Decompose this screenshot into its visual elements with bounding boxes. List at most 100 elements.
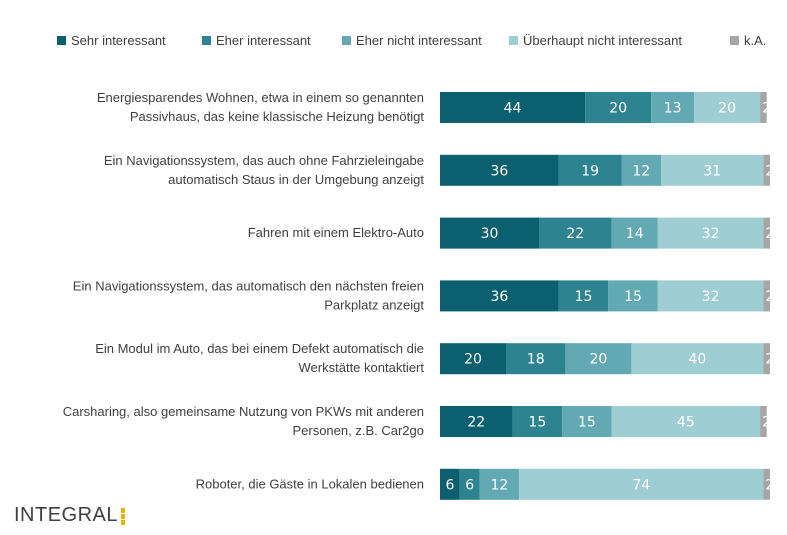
chart-legend: Sehr interessant Eher interessant Eher nic… — [57, 33, 766, 48]
bar-segment-ueberhaupt-nicht-interessant — [611, 406, 761, 437]
legend-label: Eher interessant — [216, 33, 311, 48]
data-label: 32 — [702, 289, 720, 305]
legend-swatch — [342, 36, 351, 45]
data-label: 18 — [527, 352, 545, 368]
bar-row: 6 6 12 74 2 — [440, 468, 774, 500]
legend-label: k.A. — [744, 33, 766, 48]
logo-mark-icon — [121, 506, 126, 526]
bar-segment-eher-nicht-interessant — [621, 154, 662, 186]
data-label: 36 — [490, 163, 508, 179]
bar-segment-k-a — [763, 343, 770, 375]
data-label: 2 — [762, 101, 771, 117]
category-labels: Energiesparendes Wohnen, etwa in einem s… — [63, 90, 425, 491]
bar-row: 30 22 14 32 2 — [440, 217, 774, 249]
legend-label: Überhaupt nicht interessant — [523, 33, 682, 48]
legend-swatch — [730, 36, 739, 45]
category-label: Ein Navigationssystem, das auch ohne Fah… — [104, 153, 425, 187]
bar-segment-eher-nicht-interessant — [565, 343, 632, 375]
data-label: 12 — [490, 477, 508, 493]
bars: 44 20 13 20 236 19 12 31 230 22 14 32 236 15 15 32 220 18… — [440, 92, 774, 500]
bar-segment-eher-interessant — [539, 217, 612, 249]
data-label: 13 — [664, 101, 682, 117]
data-label: 22 — [467, 415, 485, 431]
legend-swatch — [202, 36, 211, 45]
bar-segment-sehr-interessant — [440, 280, 559, 312]
data-label: 30 — [481, 226, 499, 242]
bar-segment-eher-nicht-interessant — [651, 92, 695, 123]
data-label: 20 — [464, 352, 482, 368]
bar-row: 20 18 20 40 2 — [440, 343, 774, 375]
data-label: 2 — [765, 477, 774, 493]
bar-segment-eher-interessant — [558, 280, 609, 312]
bar-segment-k-a — [763, 154, 770, 186]
category-label: Carsharing, also gemeinsame Nutzung von … — [63, 404, 424, 438]
bar-segment-eher-nicht-interessant — [608, 280, 658, 312]
legend-item-eher-nicht-interessant: Eher nicht interessant — [342, 33, 482, 48]
data-label: 20 — [609, 101, 627, 117]
bar-segment-sehr-interessant — [440, 92, 586, 123]
category-label: Energiesparendes Wohnen, etwa in einem s… — [97, 90, 425, 124]
data-label: 22 — [566, 226, 584, 242]
data-label: 15 — [575, 289, 593, 305]
bar-segment-k-a — [760, 406, 767, 437]
bar-segment-k-a — [763, 280, 770, 312]
data-label: 74 — [632, 477, 650, 493]
category-label: Ein Modul im Auto, das bei einem Defekt … — [95, 341, 424, 375]
legend-item-sehr-interessant: Sehr interessant — [57, 33, 166, 48]
bar-segment-k-a — [763, 468, 770, 500]
data-label: 45 — [677, 415, 695, 431]
data-label: 2 — [765, 352, 774, 368]
data-label: 20 — [718, 101, 736, 117]
bar-segment-ueberhaupt-nicht-interessant — [657, 217, 764, 249]
bar-row: 36 15 15 32 2 — [440, 280, 774, 312]
data-label: 32 — [702, 226, 720, 242]
data-label: 20 — [589, 352, 607, 368]
bar-segment-eher-nicht-interessant — [562, 406, 612, 437]
bar-segment-ueberhaupt-nicht-interessant — [519, 468, 764, 500]
data-label: 15 — [528, 415, 546, 431]
bar-segment-k-a — [763, 217, 770, 249]
legend-item-k-a: k.A. — [730, 33, 766, 48]
data-label: 2 — [765, 289, 774, 305]
bar-row: 22 15 15 45 2 — [440, 406, 771, 437]
bar-segment-sehr-interessant — [440, 468, 460, 500]
data-label: 40 — [688, 352, 706, 368]
data-label: 14 — [626, 226, 644, 242]
legend-label: Eher nicht interessant — [356, 33, 482, 48]
bar-segment-sehr-interessant — [440, 343, 506, 375]
legend-item-ueberhaupt-nicht-interessant: Überhaupt nicht interessant — [509, 33, 682, 48]
bar-segment-ueberhaupt-nicht-interessant — [661, 154, 764, 186]
data-label: 15 — [578, 415, 596, 431]
bar-segment-sehr-interessant — [440, 154, 559, 186]
bar-segment-eher-interessant — [558, 154, 622, 186]
bar-segment-ueberhaupt-nicht-interessant — [631, 343, 764, 375]
category-label: Fahren mit einem Elektro-Auto — [248, 225, 424, 240]
data-label: 2 — [762, 415, 771, 431]
data-label: 6 — [465, 477, 474, 493]
bar-segment-eher-nicht-interessant — [611, 217, 658, 249]
bar-row: 36 19 12 31 2 — [440, 154, 774, 186]
bar-segment-sehr-interessant — [440, 406, 513, 437]
bar-segment-k-a — [760, 92, 767, 123]
data-label: 6 — [445, 477, 454, 493]
data-label: 2 — [765, 163, 774, 179]
bar-segment-eher-interessant — [459, 468, 480, 500]
bar-segment-ueberhaupt-nicht-interessant — [657, 280, 764, 312]
legend-swatch — [57, 36, 66, 45]
bar-segment-sehr-interessant — [440, 217, 539, 249]
legend-item-eher-interessant: Eher interessant — [202, 33, 311, 48]
legend-label: Sehr interessant — [71, 33, 166, 48]
bar-segment-eher-interessant — [506, 343, 566, 375]
logo-text: INTEGRAL — [14, 504, 119, 526]
data-label: 12 — [632, 163, 650, 179]
bar-segment-eher-nicht-interessant — [479, 468, 520, 500]
data-label: 44 — [504, 101, 522, 117]
bar-segment-eher-interessant — [512, 406, 563, 437]
bar-segment-ueberhaupt-nicht-interessant — [694, 92, 761, 123]
category-label: Ein Navigationssystem, das automatisch d… — [73, 278, 425, 312]
data-label: 19 — [581, 163, 599, 179]
data-label: 2 — [765, 226, 774, 242]
bar-segment-eher-interessant — [585, 92, 652, 123]
integral-logo: INTEGRAL — [14, 504, 126, 527]
